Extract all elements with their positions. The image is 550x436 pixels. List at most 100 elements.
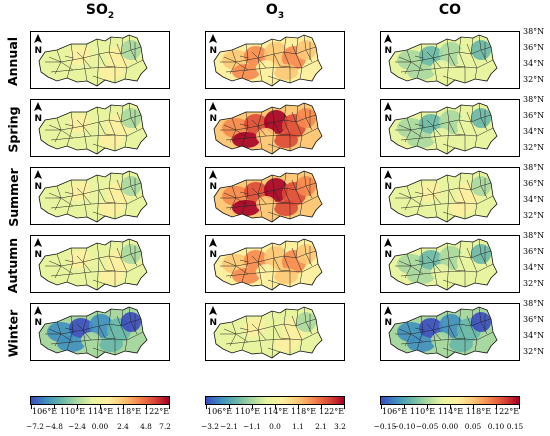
- lon-tick-label: 122°E: [319, 407, 345, 416]
- district-boundary: [426, 119, 434, 127]
- district-boundary: [273, 121, 291, 136]
- district-boundary: [98, 257, 116, 272]
- district-boundary: [283, 104, 291, 151]
- region-outline: [213, 170, 323, 223]
- district-boundary: [257, 261, 267, 273]
- field-blob: [264, 110, 288, 134]
- field-blob: [264, 178, 288, 202]
- district-boundary: [267, 211, 281, 217]
- north-arrow-icon: N: [209, 238, 217, 260]
- district-boundary: [98, 53, 116, 68]
- district-boundary: [220, 114, 317, 131]
- map-panel-so2-annual: N: [30, 31, 170, 89]
- lon-tick-label: 110°E: [235, 407, 261, 416]
- colorbar-tick-mark: [381, 404, 382, 409]
- region-outline: [213, 102, 323, 155]
- row-label-winter: Winter: [5, 309, 21, 357]
- lat-tick-label: 36°N: [523, 247, 545, 256]
- map-panel-o3-spring: N: [205, 99, 345, 157]
- district-boundary: [458, 172, 466, 219]
- district-boundary: [64, 55, 74, 59]
- colorbar-tick-label: −7.2: [26, 422, 44, 431]
- district-boundary: [220, 182, 317, 199]
- district-boundary: [470, 241, 478, 284]
- district-boundary: [225, 331, 319, 345]
- north-arrow-icon: N: [209, 34, 217, 56]
- district-boundary: [273, 53, 291, 68]
- district-boundary: [410, 333, 424, 343]
- district-boundary: [466, 111, 472, 123]
- colorbar-tick-label: −0.10: [392, 422, 416, 431]
- field-blob: [89, 110, 113, 134]
- field-blob: [439, 42, 463, 66]
- district-boundary: [120, 241, 128, 284]
- district-boundary: [82, 193, 92, 205]
- colorbar-tick-label: 4.8: [140, 422, 152, 431]
- district-boundary: [273, 189, 291, 204]
- district-boundary: [108, 104, 116, 151]
- map-panel-o3-winter: N: [205, 303, 345, 361]
- field-blob: [89, 314, 113, 338]
- colorbar-tick-label: −2.1: [220, 422, 238, 431]
- district-boundary: [395, 46, 492, 63]
- lat-tick-label: 34°N: [523, 59, 545, 68]
- lon-tick-label: 118°E: [466, 407, 492, 416]
- north-arrow-icon: N: [384, 102, 392, 124]
- colorbar-tick-mark: [169, 404, 170, 409]
- district-boundary: [50, 59, 144, 73]
- district-boundary: [273, 325, 291, 340]
- district-boundary: [108, 240, 116, 287]
- map-panel-co-autumn: N: [380, 235, 520, 293]
- region-outline: [38, 306, 148, 359]
- district-boundary: [116, 43, 122, 55]
- district-boundary: [223, 124, 237, 131]
- colorbar-tick-mark: [123, 404, 124, 409]
- district-boundary: [291, 247, 297, 259]
- north-arrow-icon: N: [384, 34, 392, 56]
- district-boundary: [48, 260, 62, 267]
- lat-tick-label: 32°N: [523, 347, 545, 356]
- district-boundary: [239, 191, 249, 195]
- field-blob: [89, 246, 113, 270]
- district-boundary: [414, 123, 424, 127]
- map-panel-co-winter: N: [380, 303, 520, 361]
- district-boundary: [395, 318, 492, 335]
- colorbar-o3: [205, 396, 345, 409]
- district-boundary: [448, 257, 466, 272]
- district-boundary: [120, 173, 128, 216]
- field-blob: [439, 178, 463, 202]
- colorbar-tick-label: 0.00: [441, 422, 459, 431]
- district-boundary: [414, 259, 424, 263]
- district-boundary: [448, 121, 466, 136]
- district-boundary: [251, 187, 259, 195]
- district-boundary: [470, 309, 478, 352]
- lon-tick-label: 122°E: [494, 407, 520, 416]
- district-boundary: [398, 328, 412, 335]
- field-blob: [449, 336, 473, 352]
- district-boundary: [220, 250, 317, 267]
- colorbar-tick-mark: [54, 404, 55, 409]
- district-boundary: [273, 257, 291, 272]
- field-blob: [274, 132, 298, 148]
- svg-text:N: N: [35, 318, 43, 328]
- district-boundary: [225, 263, 319, 277]
- colorbar-tick-mark: [77, 404, 78, 409]
- row-label-spring: Spring: [5, 105, 21, 153]
- field-blob: [449, 132, 473, 148]
- district-boundary: [108, 172, 116, 219]
- region-outline: [388, 238, 498, 291]
- district-boundary: [291, 179, 297, 191]
- district-boundary: [267, 75, 281, 81]
- district-boundary: [448, 189, 466, 204]
- district-boundary: [225, 127, 319, 141]
- district-boundary: [432, 193, 442, 205]
- svg-text:N: N: [385, 46, 393, 56]
- district-boundary: [235, 61, 249, 71]
- colorbar-tick-mark: [344, 404, 345, 409]
- lat-tick-label: 38°N: [523, 163, 545, 172]
- district-boundary: [267, 143, 281, 149]
- district-boundary: [295, 37, 303, 80]
- district-boundary: [48, 124, 62, 131]
- district-boundary: [48, 328, 62, 335]
- svg-text:N: N: [210, 114, 218, 124]
